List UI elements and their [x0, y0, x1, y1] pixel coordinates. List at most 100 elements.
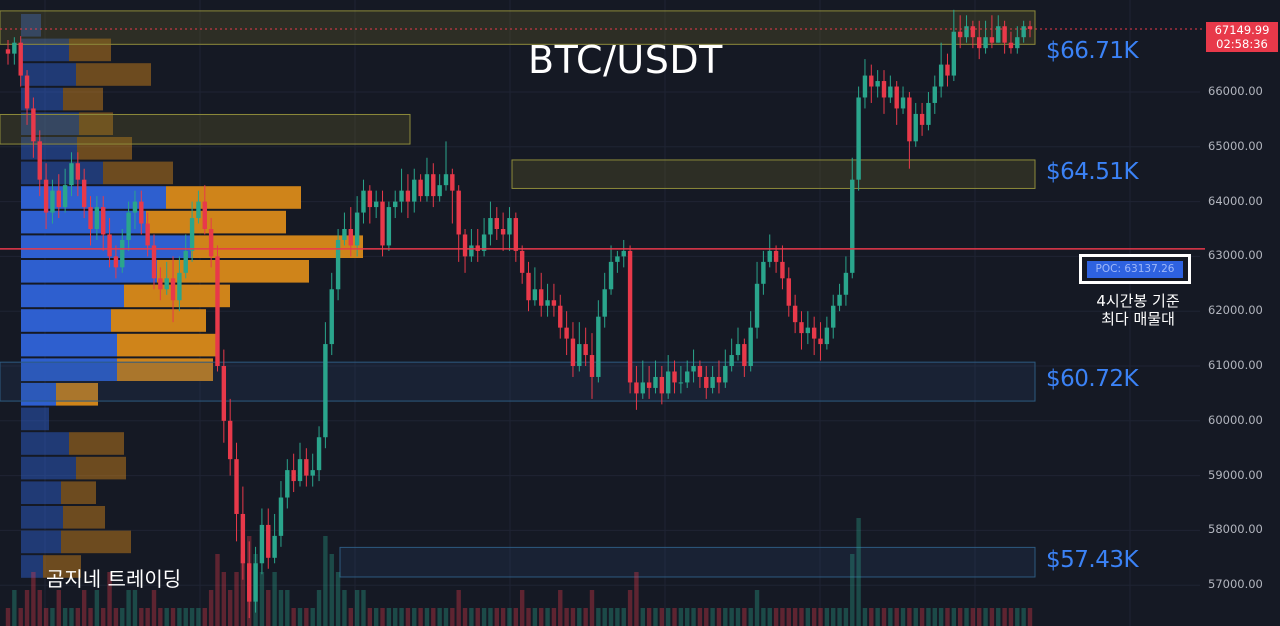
candle-body — [500, 229, 506, 235]
candle-body — [101, 207, 106, 235]
profile-buy-bar — [21, 383, 56, 406]
candle-body — [253, 563, 258, 602]
candle-body — [685, 371, 690, 383]
profile-sell-bar — [166, 186, 301, 209]
candle-body — [412, 179, 417, 202]
volume-bar — [208, 590, 214, 626]
candle-body — [56, 190, 61, 208]
volume-bar — [589, 590, 595, 626]
volume-bar — [380, 608, 385, 626]
candle-body — [443, 174, 449, 186]
volume-bar — [824, 608, 830, 626]
volume-bar — [189, 608, 195, 626]
volume-bar — [177, 608, 182, 626]
candle-body — [818, 338, 823, 345]
zone-supply — [511, 159, 1036, 189]
volume-bar — [31, 572, 36, 626]
candle-body — [291, 470, 296, 482]
zone-demand — [339, 546, 1036, 578]
profile-buy-bar — [21, 530, 61, 554]
volume-bar — [685, 608, 690, 626]
price-tick-label: 65000.00 — [1208, 138, 1263, 153]
volume-bar — [151, 590, 157, 626]
candle-body — [335, 239, 341, 290]
volume-bar — [412, 608, 417, 626]
candle-body — [888, 86, 893, 98]
volume-bar — [742, 608, 747, 626]
candle-body — [329, 289, 334, 345]
volume-bar — [646, 608, 652, 626]
volume-bar — [94, 590, 100, 626]
volume-bar — [240, 554, 246, 626]
volume-bar — [469, 608, 474, 626]
volume-bar — [748, 608, 753, 626]
volume-bar — [621, 608, 626, 626]
volume-bar — [335, 572, 341, 626]
price-tick-label: 64000.00 — [1208, 193, 1263, 208]
profile-sell-bar — [63, 87, 103, 111]
volume-bar — [69, 608, 74, 626]
profile-sell-bar — [61, 481, 96, 504]
profile-buy-bar — [21, 260, 157, 283]
candle-body — [361, 190, 366, 213]
candle-body — [913, 113, 918, 142]
volume-bar — [12, 590, 17, 626]
candle-body — [786, 278, 791, 306]
candle-body — [120, 239, 125, 268]
candle-body — [12, 42, 17, 54]
volume-bar — [558, 590, 563, 626]
volume-bar — [881, 608, 887, 626]
candle-body — [285, 470, 290, 498]
candle-body — [710, 376, 715, 388]
volume-bar — [957, 608, 963, 626]
price-tick-label: 61000.00 — [1208, 358, 1263, 372]
candle-body — [234, 459, 239, 514]
candle-body — [761, 261, 766, 284]
volume-bar — [158, 608, 163, 626]
current-price-tag: 67149.99 02:58:36 — [1206, 22, 1278, 52]
volume-bar — [266, 590, 271, 626]
candle-body — [88, 207, 93, 229]
price-tick-label: 58000.00 — [1208, 522, 1263, 537]
profile-buy-bar — [21, 481, 61, 504]
level-label-57k: $57.43K — [1046, 546, 1139, 573]
volume-bar — [875, 608, 880, 626]
volume-bar — [164, 608, 169, 626]
volume-bar — [869, 608, 874, 626]
candle-body — [450, 174, 455, 191]
profile-buy-bar — [21, 432, 69, 455]
volume-bar — [729, 608, 734, 626]
volume-bar — [386, 608, 392, 626]
candle-body — [780, 261, 785, 279]
profile-sell-bar — [79, 112, 113, 135]
volume-bar — [805, 608, 811, 626]
candle-body — [627, 250, 633, 383]
candle-body — [62, 185, 68, 208]
candle-body — [43, 179, 49, 213]
candle-body — [545, 300, 550, 306]
volume-bar — [393, 608, 398, 626]
volume-bar — [964, 608, 969, 626]
candle-body — [640, 382, 645, 394]
profile-sell-bar — [69, 432, 124, 455]
zone-supply — [0, 113, 411, 145]
volume-bar — [716, 608, 722, 626]
candle-body — [970, 26, 976, 38]
candle-body — [151, 245, 157, 279]
volume-bar — [373, 608, 379, 626]
candle-body — [297, 459, 303, 482]
volume-bar — [132, 590, 138, 626]
candle-body — [932, 86, 937, 103]
candle-body — [957, 31, 963, 38]
reference-lines — [0, 28, 1205, 250]
candle-body — [646, 382, 652, 388]
profile-sell-bar — [117, 358, 213, 381]
candle-body — [837, 294, 842, 306]
volume-bar — [900, 608, 906, 626]
volume-bar — [672, 608, 677, 626]
price-zones — [0, 10, 1036, 578]
candle-body — [126, 212, 131, 240]
volume-bar — [945, 608, 950, 626]
volume-bar — [989, 608, 995, 626]
level-label-60k: $60.72K — [1046, 366, 1139, 393]
